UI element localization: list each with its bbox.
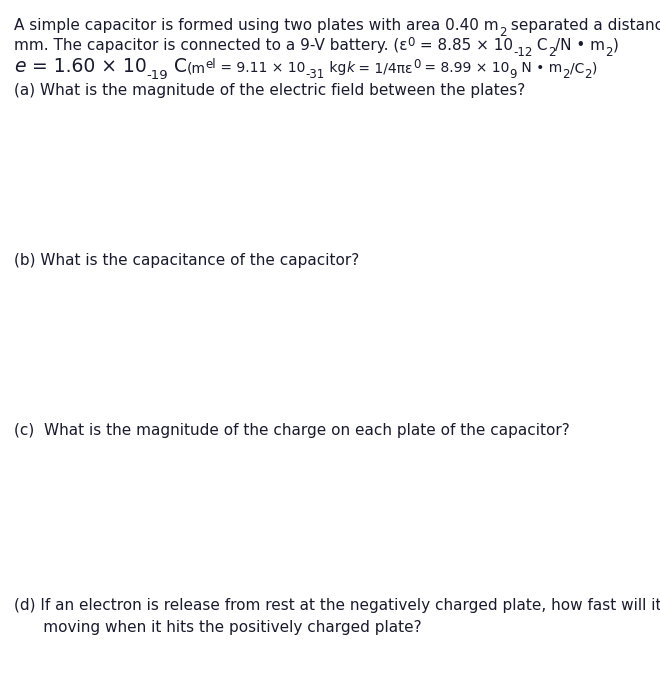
Text: = 1/4πε: = 1/4πε: [354, 61, 413, 75]
Text: 2: 2: [605, 46, 612, 59]
Text: (a) What is the magnitude of the electric field between the plates?: (a) What is the magnitude of the electri…: [14, 83, 525, 98]
Text: 2: 2: [584, 68, 592, 81]
Text: moving when it hits the positively charged plate?: moving when it hits the positively charg…: [14, 620, 422, 635]
Text: C: C: [532, 38, 548, 53]
Text: 0: 0: [413, 58, 420, 71]
Text: ): ): [612, 38, 618, 53]
Text: el: el: [206, 58, 216, 71]
Text: A simple capacitor is formed using two plates with area 0.40 m: A simple capacitor is formed using two p…: [14, 18, 498, 33]
Text: mm. The capacitor is connected to a 9-V battery. (ε: mm. The capacitor is connected to a 9-V …: [14, 38, 407, 53]
Text: 2: 2: [498, 26, 506, 39]
Text: = 1.60 × 10: = 1.60 × 10: [26, 57, 147, 76]
Text: -19: -19: [147, 69, 168, 82]
Text: -31: -31: [306, 68, 325, 81]
Text: e: e: [14, 57, 26, 76]
Text: ): ): [592, 61, 597, 75]
Text: = 8.85 × 10: = 8.85 × 10: [415, 38, 513, 53]
Text: (c)  What is the magnitude of the charge on each plate of the capacitor?: (c) What is the magnitude of the charge …: [14, 423, 570, 438]
Text: 9: 9: [510, 68, 517, 81]
Text: (m: (m: [187, 61, 206, 75]
Text: C: C: [168, 57, 187, 76]
Text: /N • m: /N • m: [555, 38, 605, 53]
Text: separated a distance of 0.20: separated a distance of 0.20: [506, 18, 660, 33]
Text: N • m: N • m: [517, 61, 562, 75]
Text: /C: /C: [570, 61, 584, 75]
Text: kg: kg: [325, 61, 346, 75]
Text: = 9.11 × 10: = 9.11 × 10: [216, 61, 306, 75]
Text: 2: 2: [548, 46, 555, 59]
Text: k: k: [346, 61, 354, 75]
Text: -12: -12: [513, 46, 532, 59]
Text: (b) What is the capacitance of the capacitor?: (b) What is the capacitance of the capac…: [14, 253, 359, 268]
Text: (d) If an electron is release from rest at the negatively charged plate, how fas: (d) If an electron is release from rest …: [14, 598, 660, 613]
Text: 0: 0: [407, 36, 415, 49]
Text: 2: 2: [562, 68, 570, 81]
Text: = 8.99 × 10: = 8.99 × 10: [420, 61, 510, 75]
